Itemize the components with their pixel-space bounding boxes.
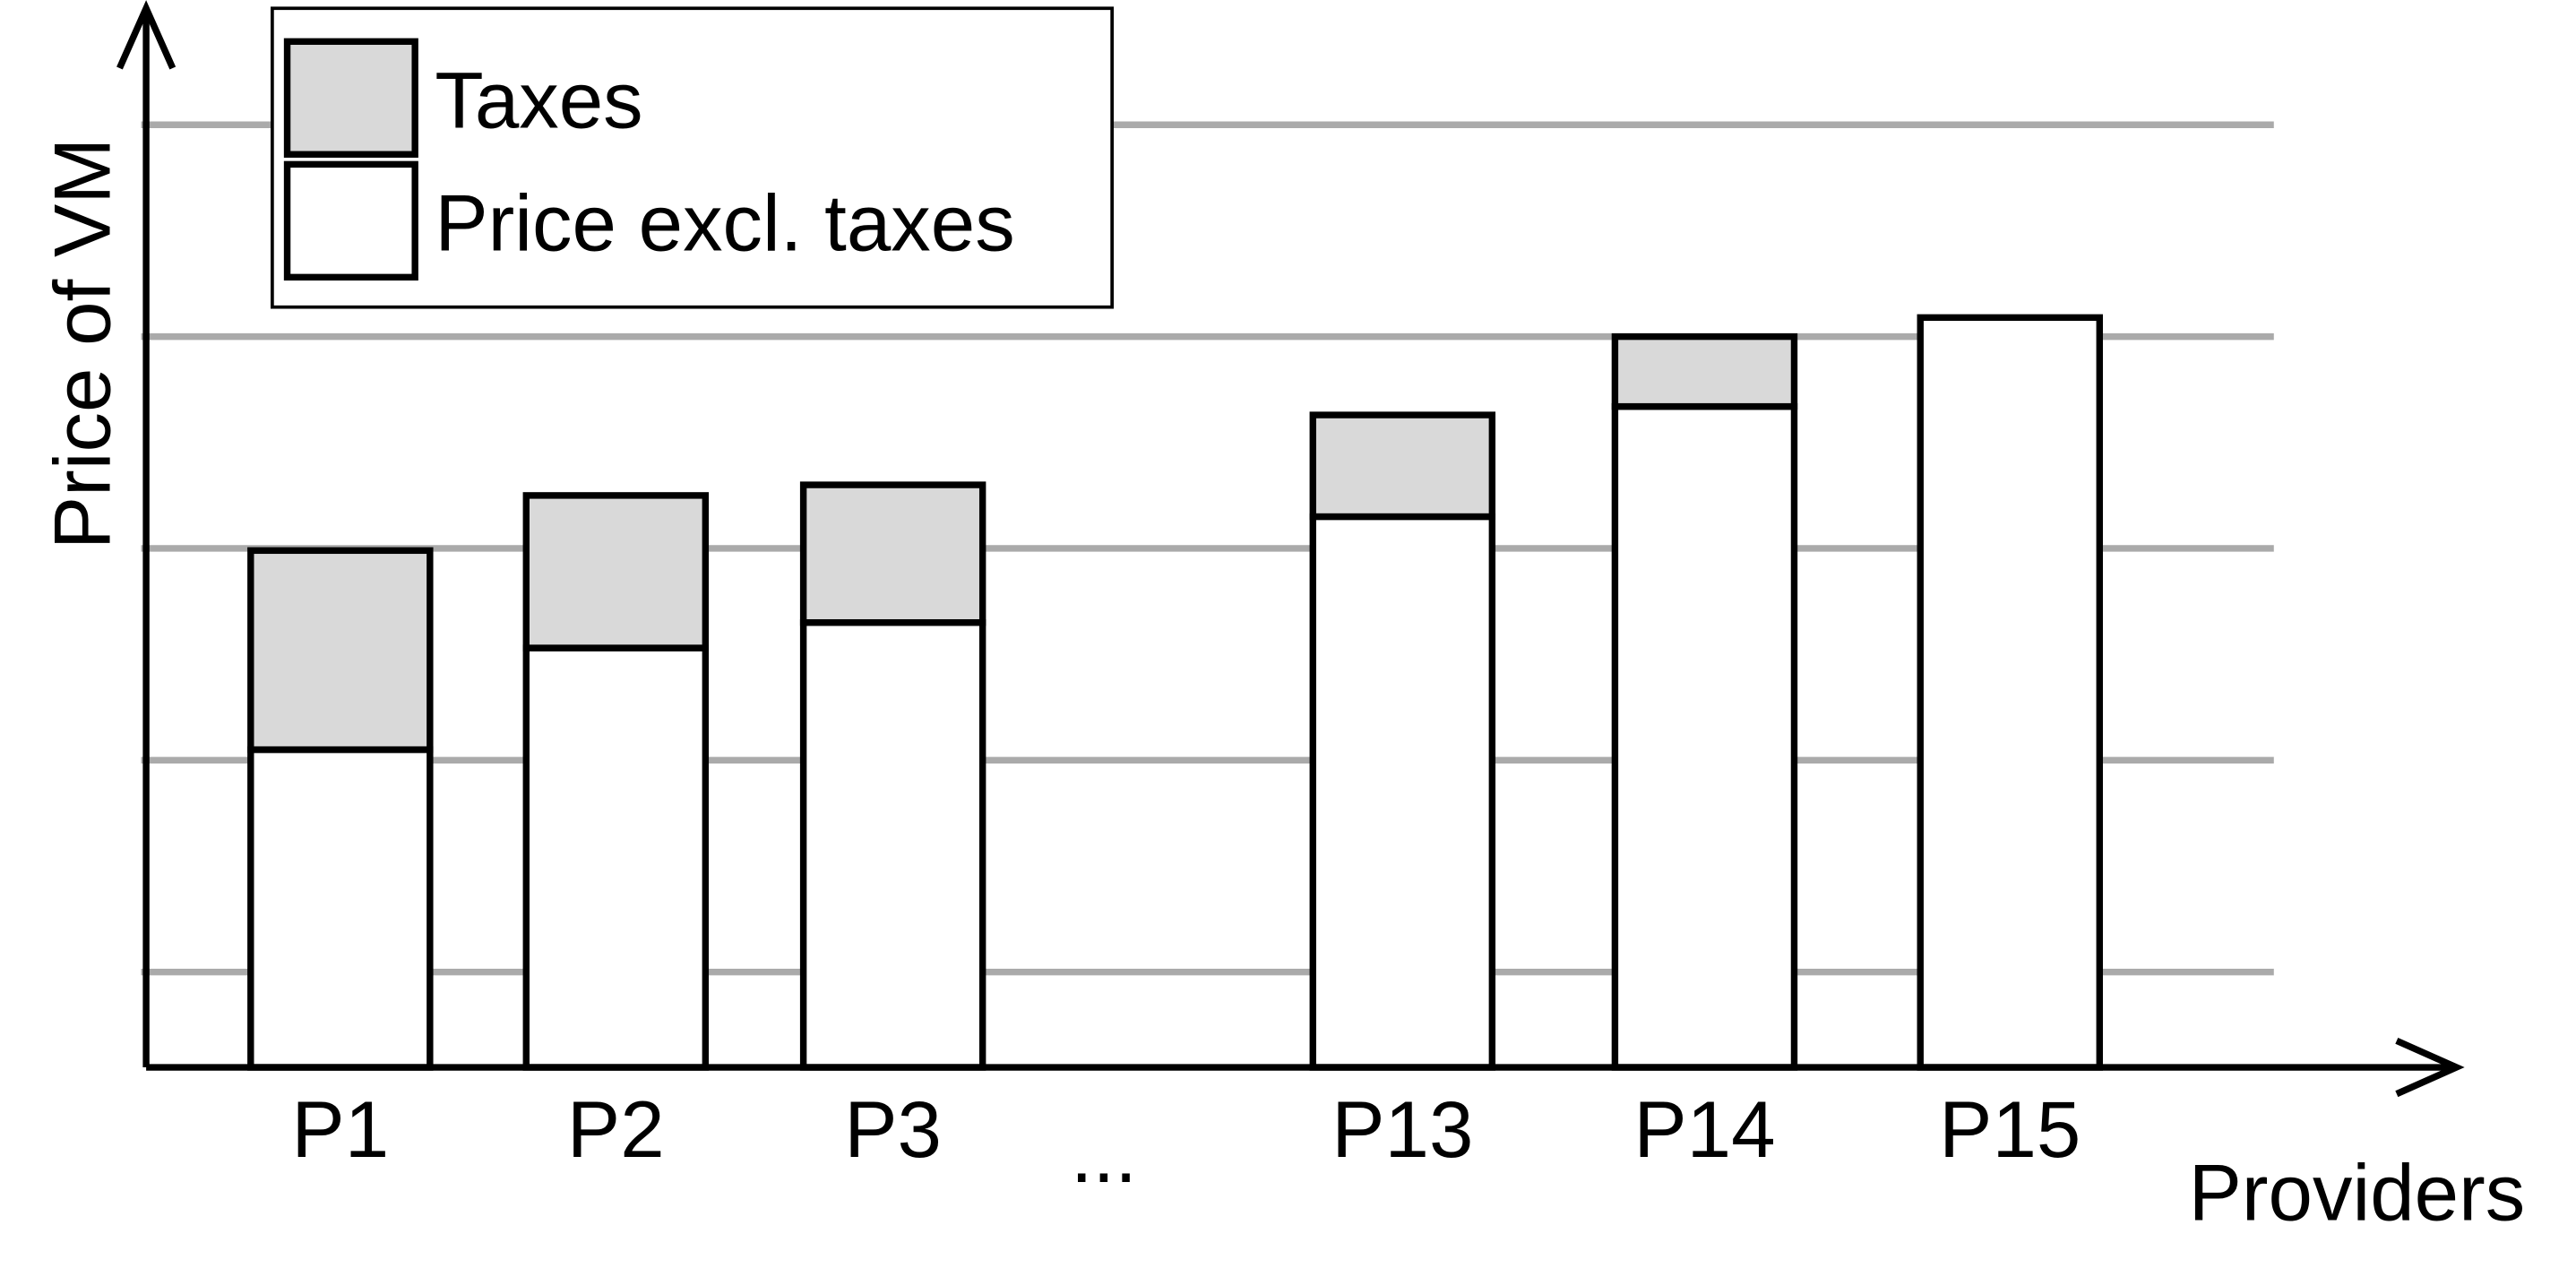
bar-segment xyxy=(522,492,710,651)
y-axis-title: Price of VM xyxy=(38,138,126,549)
legend-swatch xyxy=(283,38,418,158)
bar-segment xyxy=(1611,332,1798,410)
x-tick-label: P1 xyxy=(291,1085,389,1174)
bar-segment xyxy=(1917,314,2103,1071)
x-tick-label: P2 xyxy=(567,1085,665,1174)
x-axis-arrow xyxy=(2395,1038,2465,1098)
x-tick-label: P15 xyxy=(1939,1085,2081,1174)
x-axis-title: Providers xyxy=(2189,1148,2526,1237)
bar-segment xyxy=(799,618,986,1071)
legend-label: Taxes xyxy=(435,56,642,145)
bar-segment xyxy=(247,547,434,754)
bar-segment xyxy=(1309,411,1496,521)
bar-segment xyxy=(247,746,434,1071)
legend-swatch xyxy=(283,160,418,281)
x-tick-label: P3 xyxy=(844,1085,942,1174)
x-tick-label: P14 xyxy=(1633,1085,1775,1174)
bar-segment xyxy=(1611,402,1798,1071)
bar-segment xyxy=(522,644,710,1071)
bar-segment xyxy=(799,481,986,626)
x-tick-label: P13 xyxy=(1331,1085,1473,1174)
y-axis-arrow xyxy=(116,0,177,70)
x-tick-label: ... xyxy=(1071,1110,1137,1199)
bar-segment xyxy=(1309,513,1496,1071)
legend-label: Price excl. taxes xyxy=(435,179,1014,268)
